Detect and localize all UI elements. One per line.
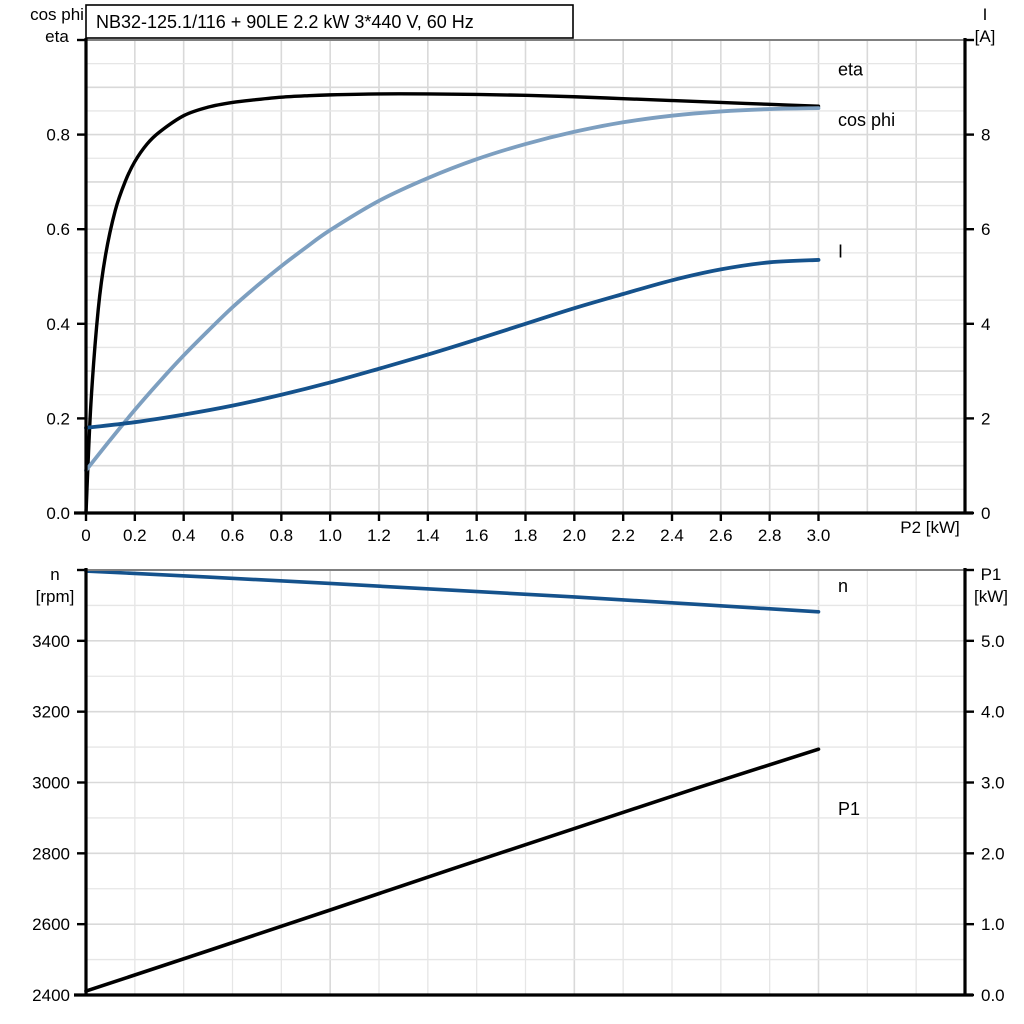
upper-chart-gridlines — [86, 39, 966, 513]
upper-left-axis-title-line1: cos phi — [30, 5, 84, 24]
lower-chart: 2400 2600 2800 3000 3200 3400 0.0 1.0 2.0 3.0 4.0 5… — [32, 565, 1008, 1005]
lower-left-tick-label: 2600 — [32, 915, 70, 934]
upper-chart-axes — [74, 38, 973, 515]
lower-left-tick-label: 2400 — [32, 986, 70, 1005]
lower-right-axis-title-line2: [kW] — [974, 587, 1008, 606]
lower-chart-axes — [74, 568, 973, 997]
lower-right-tick-label: 2.0 — [981, 844, 1005, 863]
upper-left-tick-label: 0.4 — [46, 315, 70, 334]
upper-left-tick-label: 0.6 — [46, 220, 70, 239]
upper-left-tick-label: 0.2 — [46, 409, 70, 428]
curve-cos_phi — [84, 106, 821, 473]
upper-right-tick-label: 6 — [981, 220, 990, 239]
upper-x-tick-label: 3.0 — [807, 526, 831, 545]
upper-x-tick-label: 2.8 — [758, 526, 782, 545]
upper-chart-curve-labels: eta cos phi I — [838, 59, 895, 261]
upper-x-tick-label: 2.6 — [709, 526, 733, 545]
upper-left-axis-title-line2: eta — [45, 27, 69, 46]
lower-chart-curve-labels: n P1 — [838, 576, 860, 819]
curve-label-P1: P1 — [838, 799, 860, 819]
upper-chart: 0.0 0.2 0.4 0.6 0.8 0 2 4 6 8 0 0.2 0.4 0.6 0.8 1.0 1.2 1… — [30, 4, 996, 545]
lower-left-tick-label: 3200 — [32, 703, 70, 722]
lower-right-tick-label: 0.0 — [981, 986, 1005, 1005]
curve-current — [84, 258, 821, 430]
lower-left-tick-label: 2800 — [32, 844, 70, 863]
upper-x-tick-label: 0 — [81, 526, 90, 545]
lower-chart-gridlines — [86, 569, 966, 995]
upper-right-tick-label: 8 — [981, 126, 990, 145]
curve-speed — [84, 569, 821, 614]
upper-x-tick-label: 1.4 — [416, 526, 440, 545]
upper-x-tick-label: 0.8 — [270, 526, 294, 545]
upper-chart-curves — [84, 92, 821, 515]
upper-right-tick-label: 2 — [981, 409, 990, 428]
page-title: NB32-125.1/116 + 90LE 2.2 kW 3*440 V, 60… — [96, 12, 474, 32]
upper-x-tick-label: 1.8 — [514, 526, 538, 545]
upper-x-tick-label: 1.0 — [318, 526, 342, 545]
upper-x-tick-label: 0.4 — [172, 526, 196, 545]
curve-label-eta: eta — [838, 59, 864, 79]
curve-label-cos-phi: cos phi — [838, 110, 895, 130]
upper-right-axis-title-line1: I — [983, 5, 988, 24]
upper-x-axis-title: P2 [kW] — [900, 518, 960, 537]
lower-right-tick-label: 1.0 — [981, 915, 1005, 934]
curve-label-n: n — [838, 576, 848, 596]
upper-right-tick-label: 4 — [981, 315, 990, 334]
title-box — [85, 4, 574, 39]
lower-left-axis-title-line1: n — [50, 565, 59, 584]
lower-left-tick-label: 3400 — [32, 632, 70, 651]
upper-x-tick-label: 2.0 — [563, 526, 587, 545]
upper-right-axis-title-line2: [A] — [975, 27, 996, 46]
upper-x-tick-label: 2.4 — [660, 526, 684, 545]
upper-x-tick-label: 0.6 — [221, 526, 245, 545]
lower-right-axis-title-line1: P1 — [981, 565, 1002, 584]
lower-right-tick-label: 5.0 — [981, 632, 1005, 651]
upper-x-tick-label: 2.2 — [611, 526, 635, 545]
lower-chart-tick-labels: 2400 2600 2800 3000 3200 3400 0.0 1.0 2.0 3.0 4.0 5… — [32, 632, 1004, 1005]
upper-chart-tick-labels: 0.0 0.2 0.4 0.6 0.8 0 2 4 6 8 0 0.2 0.4 0.6 0.8 1.0 1.2 1… — [46, 126, 990, 545]
upper-right-tick-label: 0 — [981, 504, 990, 523]
lower-left-tick-label: 3000 — [32, 774, 70, 793]
upper-x-tick-label: 1.2 — [367, 526, 391, 545]
upper-left-tick-label: 0.8 — [46, 126, 70, 145]
lower-left-axis-title-line2: [rpm] — [36, 587, 75, 606]
curve-power_p1 — [84, 747, 821, 993]
lower-right-tick-label: 3.0 — [981, 774, 1005, 793]
curve-label-I: I — [838, 242, 843, 262]
upper-left-tick-label: 0.0 — [46, 504, 70, 523]
lower-chart-curves — [84, 569, 821, 993]
lower-right-tick-label: 4.0 — [981, 703, 1005, 722]
upper-x-tick-label: 1.6 — [465, 526, 489, 545]
upper-x-tick-label: 0.2 — [123, 526, 147, 545]
curve-eta — [84, 92, 821, 515]
